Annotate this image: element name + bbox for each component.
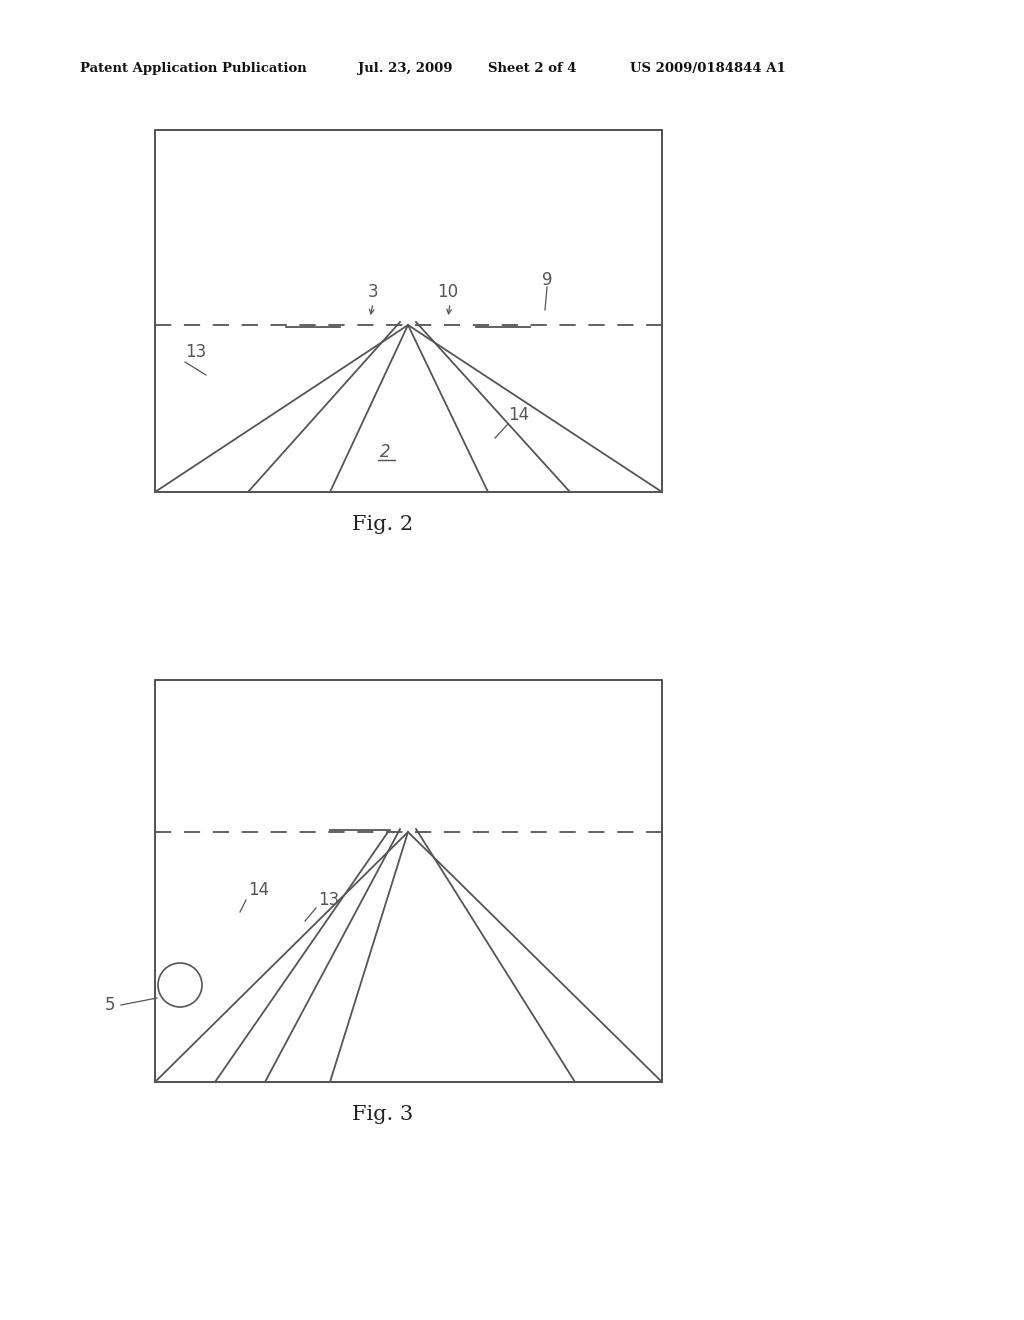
Text: 13: 13 [318, 891, 339, 909]
Text: 10: 10 [437, 282, 459, 301]
Text: Sheet 2 of 4: Sheet 2 of 4 [488, 62, 577, 75]
Text: 14: 14 [248, 880, 269, 899]
Text: 3: 3 [368, 282, 378, 301]
Text: Patent Application Publication: Patent Application Publication [80, 62, 307, 75]
Bar [155, 129, 662, 492]
Text: 2: 2 [380, 444, 390, 461]
Text: 9: 9 [542, 271, 552, 289]
Text: 5: 5 [104, 997, 116, 1014]
Text: Fig. 3: Fig. 3 [352, 1106, 414, 1125]
Bar [155, 680, 662, 1082]
Text: US 2009/0184844 A1: US 2009/0184844 A1 [630, 62, 785, 75]
Text: 13: 13 [185, 343, 206, 360]
Text: Jul. 23, 2009: Jul. 23, 2009 [358, 62, 453, 75]
Text: Fig. 2: Fig. 2 [352, 516, 414, 535]
Text: 14: 14 [508, 407, 529, 424]
Circle shape [158, 964, 202, 1007]
